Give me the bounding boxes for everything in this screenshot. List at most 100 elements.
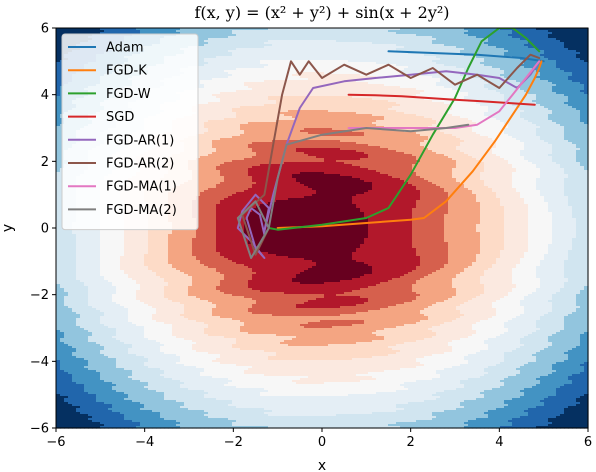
contour-cell	[464, 400, 469, 423]
contour-cell	[196, 368, 201, 391]
x-tick-label: 0	[318, 435, 326, 450]
contour-cell	[356, 394, 361, 415]
contour-cell	[228, 382, 233, 387]
contour-cell	[408, 34, 413, 55]
contour-cell	[152, 308, 157, 315]
contour-cell	[388, 86, 393, 103]
contour-cell	[520, 150, 525, 157]
contour-cell	[468, 336, 473, 355]
contour-cell	[296, 380, 301, 385]
contour-cell	[572, 238, 577, 313]
contour-cell	[284, 396, 289, 417]
contour-cell	[356, 98, 361, 115]
contour-cell	[428, 306, 433, 329]
contour-cell	[400, 66, 405, 71]
contour-cell	[256, 374, 261, 389]
contour-cell	[500, 380, 505, 383]
contour-cell	[312, 110, 317, 129]
contour-cell	[408, 368, 413, 383]
contour-cell	[296, 162, 301, 175]
contour-cell	[336, 140, 341, 149]
contour-cell	[388, 354, 393, 371]
contour-cell	[232, 160, 237, 195]
contour-cell	[396, 352, 401, 371]
contour-cell	[244, 408, 249, 427]
contour-cell	[500, 70, 505, 75]
contour-cell	[240, 124, 245, 131]
contour-cell	[144, 388, 149, 411]
contour-cell	[460, 316, 465, 339]
contour-cell	[248, 312, 253, 335]
contour-cell	[472, 132, 477, 159]
contour-cell	[188, 320, 193, 341]
contour-cell	[128, 420, 133, 429]
contour-cell	[232, 296, 237, 321]
contour-cell	[472, 330, 477, 335]
contour-cell	[176, 426, 181, 429]
contour-cell	[340, 296, 345, 307]
contour-cell	[396, 410, 401, 423]
contour-cell	[64, 372, 69, 397]
contour-cell	[216, 28, 221, 39]
contour-cell	[556, 416, 561, 429]
contour-cell	[372, 124, 377, 147]
contour-cell	[300, 132, 305, 141]
contour-cell	[492, 118, 497, 141]
contour-cell	[256, 334, 261, 351]
contour-cell	[552, 122, 557, 163]
contour-cell	[436, 302, 441, 327]
contour-cell	[380, 356, 385, 373]
contour-cell	[124, 420, 129, 429]
x-ticks: −6 −4 −2 0 2 4 6	[46, 428, 592, 450]
contour-cell	[356, 262, 361, 279]
contour-cell	[568, 350, 573, 377]
contour-cell	[512, 318, 517, 351]
contour-cell	[116, 304, 121, 341]
contour-cell	[300, 80, 305, 97]
contour-cell	[348, 320, 353, 327]
contour-cell	[240, 332, 245, 351]
contour-cell	[456, 68, 461, 91]
contour-cell	[344, 414, 349, 429]
contour-cell	[424, 380, 429, 401]
contour-cell	[312, 60, 317, 73]
contour-cell	[228, 318, 233, 339]
contour-cell	[580, 372, 585, 397]
contour-cell	[404, 34, 409, 53]
contour-cell	[384, 282, 389, 309]
contour-cell	[512, 418, 517, 429]
contour-cell	[308, 346, 313, 361]
contour-cell	[376, 44, 381, 65]
contour-cell	[200, 84, 205, 89]
contour-cell	[368, 376, 373, 381]
contour-cell	[396, 404, 401, 409]
contour-cell	[312, 72, 317, 97]
contour-cell	[292, 278, 297, 283]
contour-cell	[464, 356, 469, 361]
contour-cell	[544, 202, 549, 255]
contour-cell	[236, 408, 241, 427]
contour-cell	[512, 268, 517, 285]
contour-cell	[396, 152, 401, 179]
contour-cell	[456, 388, 461, 409]
contour-cell	[316, 96, 321, 111]
contour-cell	[112, 328, 117, 337]
contour-cell	[320, 320, 325, 329]
contour-cell	[332, 360, 337, 383]
contour-cell	[388, 30, 393, 33]
contour-cell	[348, 142, 353, 151]
contour-cell	[576, 150, 581, 163]
contour-cell	[296, 182, 301, 199]
contour-cell	[104, 404, 109, 429]
contour-cell	[308, 40, 313, 61]
contour-cell	[416, 280, 421, 295]
contour-cell	[500, 386, 505, 409]
contour-cell	[300, 360, 305, 377]
contour-cell	[400, 52, 405, 67]
contour-cell	[160, 322, 165, 345]
contour-cell	[384, 100, 389, 129]
contour-cell	[272, 164, 277, 203]
contour-cell	[368, 62, 373, 77]
contour-cell	[240, 388, 245, 409]
contour-cell	[468, 56, 473, 79]
